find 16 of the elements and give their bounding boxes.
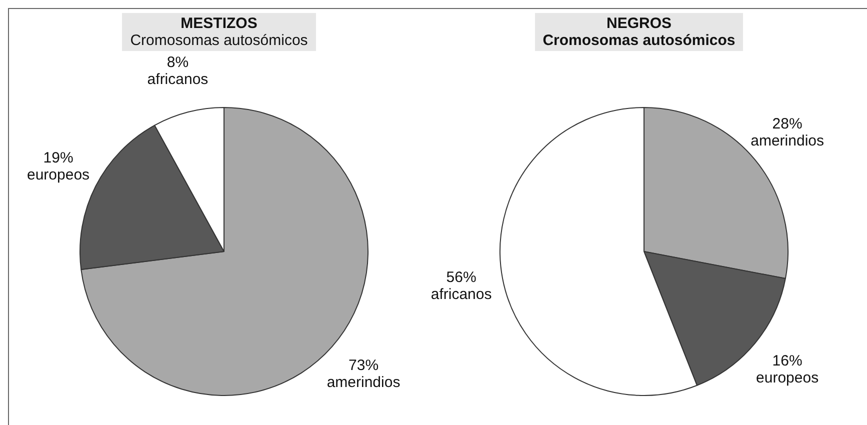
chart-title: MESTIZOS (180, 15, 258, 32)
data-label: 56% (446, 268, 476, 286)
data-label: 19% (43, 150, 74, 167)
slice-label: africanos (147, 70, 208, 88)
chart-subtitle: Cromosomas autosómicos (542, 32, 736, 49)
chart-subtitle: Cromosomas autosómicos (130, 32, 308, 49)
slice-label: europeos (26, 166, 90, 184)
chart-title: NEGROS (605, 15, 672, 32)
data-label: 8% (166, 54, 189, 71)
slice-label: africanos (430, 286, 492, 303)
data-label: 28% (772, 116, 802, 133)
slice-label: amerindios (750, 132, 824, 150)
slice-label: europeos (756, 370, 819, 387)
data-label: 16% (772, 352, 802, 370)
data-label: 73% (348, 357, 379, 374)
slice-label: amerindios (326, 374, 400, 392)
